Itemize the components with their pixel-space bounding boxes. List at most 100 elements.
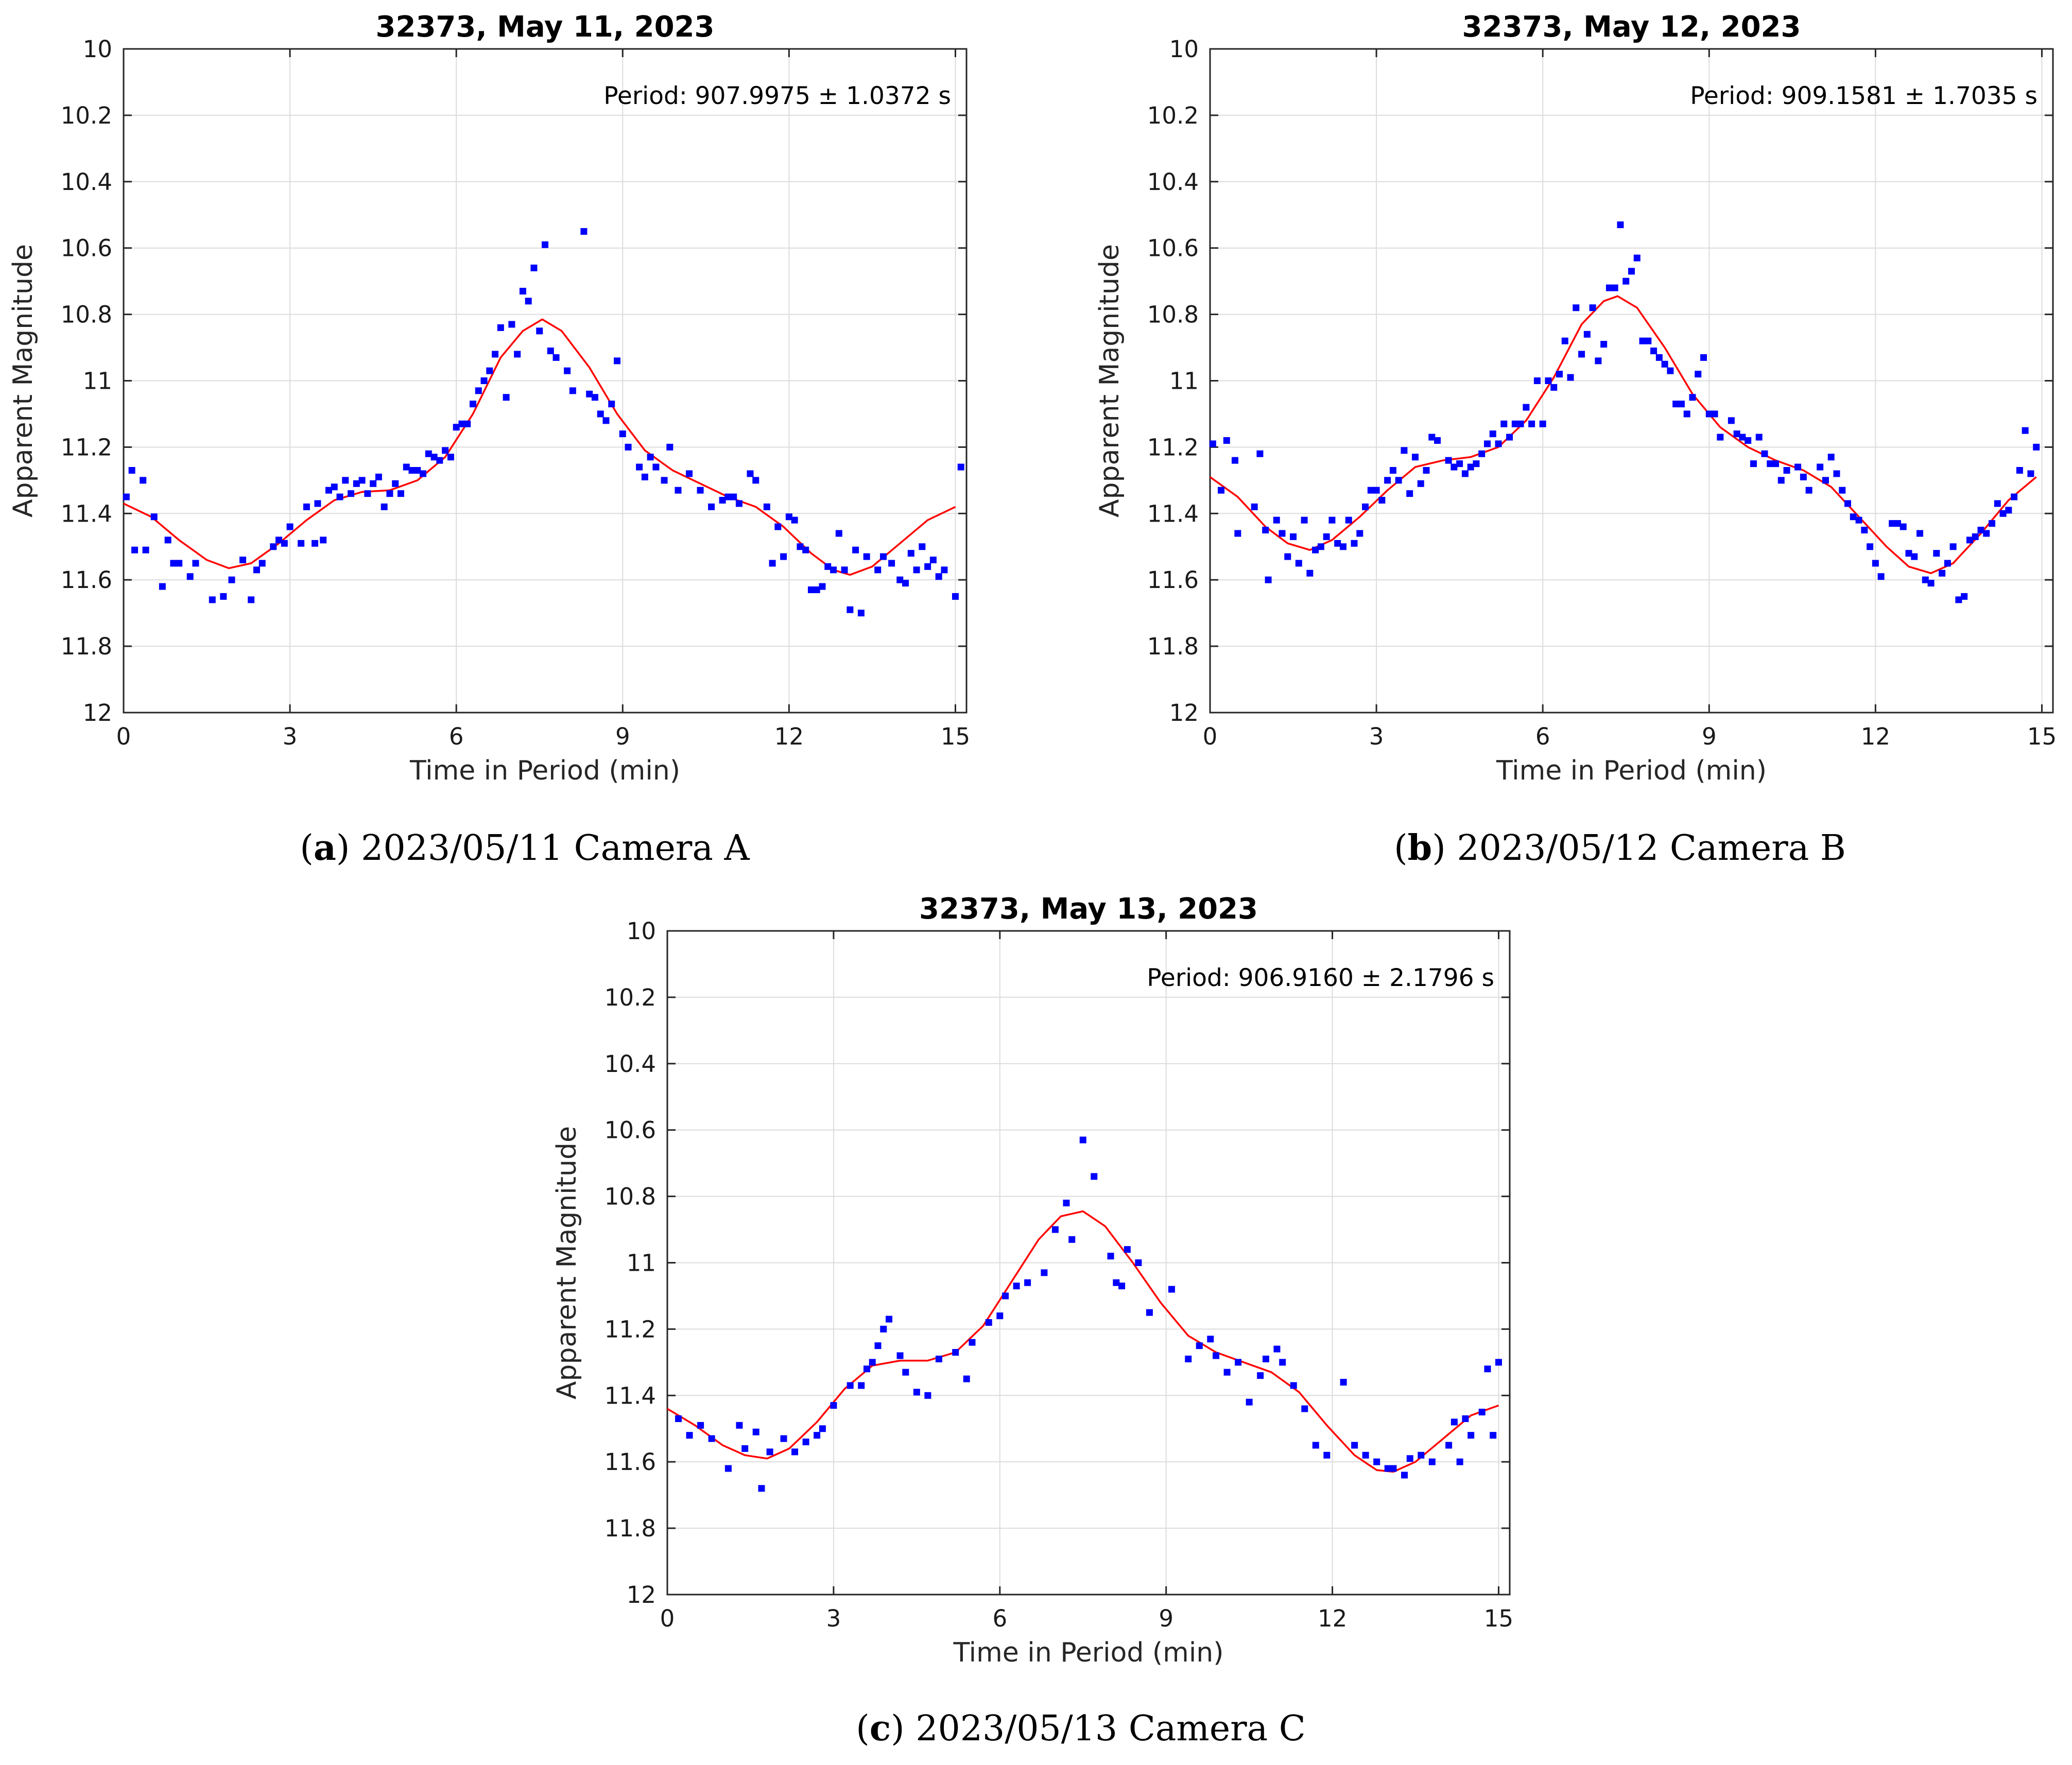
data-point — [425, 450, 432, 457]
data-point — [736, 1422, 743, 1429]
data-point — [336, 493, 343, 500]
x-axis-label: Time in Period (min) — [1496, 755, 1767, 786]
data-point — [591, 394, 598, 401]
x-tick-label: 9 — [1159, 1605, 1173, 1632]
data-point — [1223, 1369, 1231, 1376]
data-point — [929, 557, 937, 564]
data-point — [1456, 460, 1463, 468]
data-point — [1578, 351, 1585, 358]
data-point — [724, 493, 732, 500]
data-point — [530, 264, 538, 271]
data-point — [123, 493, 130, 500]
data-point — [1966, 537, 1973, 544]
data-point — [381, 503, 388, 510]
data-point — [1351, 1442, 1358, 1449]
data-point — [464, 420, 471, 427]
data-point — [586, 390, 593, 397]
data-point — [1406, 490, 1413, 497]
data-point — [1645, 337, 1652, 344]
x-tick-label: 6 — [992, 1605, 1007, 1632]
data-point — [1185, 1355, 1192, 1362]
data-point — [1406, 1455, 1413, 1462]
y-tick-label: 12 — [627, 1581, 656, 1608]
data-point — [1561, 337, 1568, 344]
data-point — [320, 537, 327, 544]
data-point — [447, 454, 454, 461]
data-point — [752, 1428, 759, 1435]
data-point — [542, 241, 548, 248]
data-point — [1373, 1458, 1380, 1465]
data-point — [724, 1465, 732, 1472]
x-tick-label: 15 — [1484, 1605, 1513, 1632]
data-point — [1251, 503, 1258, 510]
y-tick-label: 10.4 — [605, 1050, 656, 1078]
x-tick-label: 9 — [1702, 723, 1717, 750]
data-point — [150, 513, 158, 521]
data-point — [1617, 221, 1624, 229]
data-point — [802, 546, 809, 553]
data-point — [597, 410, 604, 418]
data-point — [741, 1445, 749, 1452]
data-point — [358, 477, 366, 484]
data-point — [719, 497, 726, 504]
data-point — [1384, 1465, 1391, 1472]
data-point — [1328, 516, 1336, 524]
data-point — [1772, 460, 1780, 468]
data-point — [2011, 493, 2018, 500]
data-point — [1256, 450, 1264, 457]
data-point — [1539, 420, 1546, 427]
data-point — [830, 1402, 837, 1409]
data-point — [686, 470, 693, 477]
data-point — [1595, 357, 1602, 365]
data-point — [763, 503, 770, 510]
data-point — [1351, 540, 1358, 547]
data-point — [1767, 460, 1774, 468]
data-point — [1983, 530, 1990, 537]
data-point — [1955, 596, 1962, 603]
y-tick-label: 10 — [1169, 36, 1199, 63]
x-tick-label: 6 — [449, 723, 464, 750]
data-point — [128, 467, 135, 474]
y-tick-label: 11.4 — [61, 500, 112, 527]
data-point — [1705, 410, 1713, 418]
data-point — [969, 1339, 976, 1346]
data-point — [888, 560, 895, 567]
data-point — [863, 1365, 870, 1373]
data-point — [1295, 560, 1302, 567]
y-tick-label: 10.4 — [61, 168, 112, 196]
data-point — [1079, 1136, 1086, 1144]
data-point — [1334, 540, 1341, 547]
data-point — [1500, 420, 1508, 427]
data-point — [1977, 527, 1984, 534]
data-point — [697, 1422, 704, 1429]
data-point — [1273, 1345, 1281, 1353]
data-point — [747, 470, 754, 477]
y-tick-label: 12 — [83, 699, 112, 726]
data-point — [186, 573, 194, 580]
data-point — [1567, 374, 1574, 381]
data-point — [766, 1448, 773, 1456]
data-point — [1290, 1382, 1297, 1389]
data-point — [797, 543, 804, 550]
data-point — [1091, 1173, 1098, 1180]
caption-a: (a) 2023/05/11 Camera A — [300, 827, 750, 869]
data-point — [1445, 457, 1452, 464]
data-point — [364, 490, 371, 497]
data-point — [1301, 1405, 1308, 1412]
data-point — [1961, 593, 1968, 600]
data-point — [1490, 1432, 1497, 1439]
data-point — [1777, 477, 1785, 484]
data-point — [1063, 1199, 1070, 1206]
data-point — [519, 287, 526, 295]
data-point — [475, 387, 482, 394]
period-annotation: Period: 909.1581 ± 1.7035 s — [1690, 82, 2038, 110]
data-point — [625, 443, 632, 451]
data-point — [863, 553, 870, 560]
data-point — [497, 324, 504, 331]
x-tick-label: 0 — [116, 723, 131, 750]
data-point — [1755, 434, 1763, 441]
data-point — [1933, 550, 1940, 557]
data-point — [1733, 430, 1740, 438]
y-tick-label: 11.6 — [605, 1448, 656, 1476]
